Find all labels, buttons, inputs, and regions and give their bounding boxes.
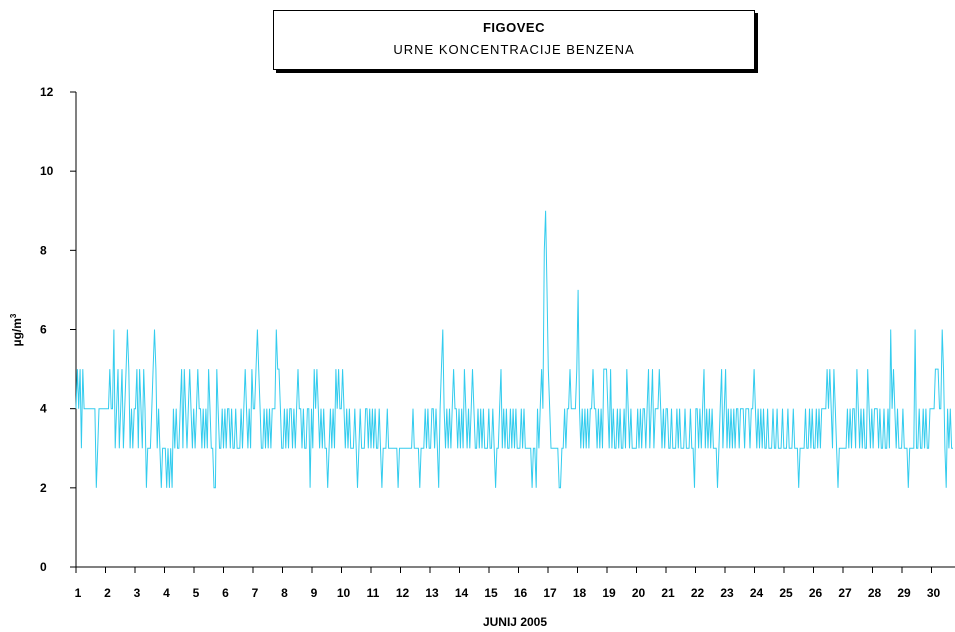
x-tick-label: 13: [425, 586, 439, 600]
x-tick-label: 10: [337, 586, 351, 600]
x-tick-label: 24: [750, 586, 764, 600]
x-tick-label: 21: [661, 586, 675, 600]
x-tick-label: 8: [281, 586, 288, 600]
x-tick-label: 14: [455, 586, 469, 600]
x-tick-label: 17: [543, 586, 557, 600]
x-tick-label: 27: [838, 586, 852, 600]
x-axis-title: JUNIJ 2005: [483, 615, 547, 629]
x-tick-label: 28: [868, 586, 882, 600]
y-axis-title-text: µg/m: [10, 318, 24, 346]
x-tick-label: 6: [222, 586, 229, 600]
y-axis-title: µg/m3: [9, 313, 24, 346]
y-tick-label: 8: [40, 243, 47, 257]
x-axis-ticks: 1 2 3 4 5 6 7 8 9 10 11 12 13 14 15 16 17 18 19 20 21 22 23 24 2…: [75, 567, 941, 600]
x-tick-label: 5: [193, 586, 200, 600]
y-axis-title-sup: 3: [9, 313, 18, 318]
x-tick-label: 23: [720, 586, 734, 600]
x-tick-label: 3: [134, 586, 141, 600]
x-tick-label: 16: [514, 586, 528, 600]
x-tick-label: 9: [311, 586, 318, 600]
x-tick-label: 22: [691, 586, 705, 600]
chart-title-box: FIGOVEC URNE KONCENTRACIJE BENZENA: [273, 10, 755, 70]
x-tick-label: 12: [396, 586, 410, 600]
x-tick-label: 30: [927, 586, 941, 600]
x-tick-label: 20: [632, 586, 646, 600]
x-tick-label: 15: [484, 586, 498, 600]
y-axis-ticks: 0 2 4 6 8 10 12: [40, 85, 76, 574]
x-tick-label: 26: [809, 586, 823, 600]
chart-subtitle: URNE KONCENTRACIJE BENZENA: [393, 42, 635, 57]
x-tick-label: 2: [104, 586, 111, 600]
x-tick-label: 19: [602, 586, 616, 600]
x-tick-label: 7: [252, 586, 259, 600]
y-tick-label: 6: [40, 323, 47, 337]
x-tick-label: 29: [897, 586, 911, 600]
y-tick-label: 2: [40, 481, 47, 495]
y-tick-label: 10: [40, 164, 54, 178]
x-tick-label: 25: [779, 586, 793, 600]
y-tick-label: 12: [40, 85, 54, 99]
x-tick-label: 11: [367, 586, 380, 600]
y-tick-label: 4: [40, 402, 47, 416]
y-tick-label: 0: [40, 560, 47, 574]
x-tick-label: 18: [573, 586, 587, 600]
series-line-benzene: [75, 210, 953, 489]
chart-title: FIGOVEC: [482, 20, 545, 35]
x-tick-label: 4: [163, 586, 170, 600]
x-tick-label: 1: [75, 586, 82, 600]
